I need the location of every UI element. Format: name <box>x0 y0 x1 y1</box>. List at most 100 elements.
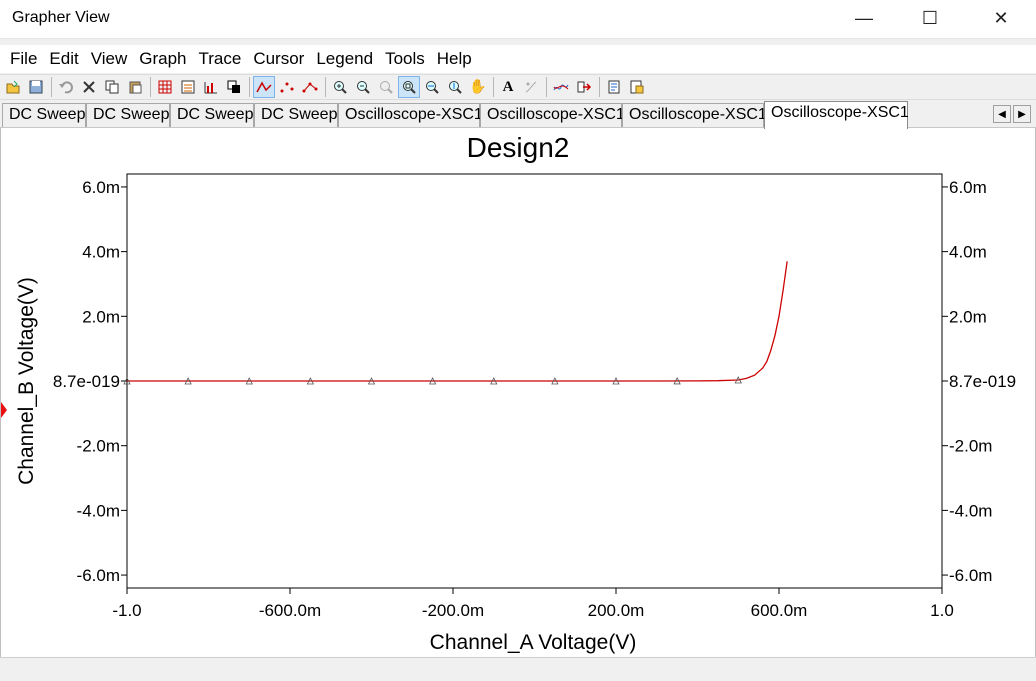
y-tick-label-left: 4.0m <box>82 243 120 262</box>
legend-icon <box>181 80 195 94</box>
tab-dc-sweep-3[interactable]: DC Sweep <box>170 103 254 127</box>
grid-button[interactable] <box>154 76 176 98</box>
pan-hand-icon: ✋ <box>469 79 487 95</box>
status-bar <box>0 657 1036 681</box>
toolbar-separator <box>51 77 52 97</box>
series-marker <box>673 377 681 385</box>
title-bar: Grapher View — ☐ ✕ <box>0 0 1036 39</box>
bar-chart-button[interactable] <box>200 76 222 98</box>
pan-hand-button[interactable]: ✋ <box>467 76 489 98</box>
y-tick-label-left: 8.7e-019 <box>53 372 120 391</box>
x-tick-label: -200.0m <box>422 601 484 620</box>
toolbar: ✋ A <box>0 74 1036 100</box>
export-data-button[interactable] <box>626 76 648 98</box>
trace-points-button[interactable] <box>276 76 298 98</box>
series-line[interactable] <box>127 261 788 382</box>
trace-line-points-button[interactable] <box>299 76 321 98</box>
zoom-in-icon <box>334 81 347 94</box>
tab-oscilloscope-xsc1-5[interactable]: Oscilloscope-XSC1 <box>338 103 483 127</box>
print-preview-button[interactable] <box>603 76 625 98</box>
window-title: Grapher View <box>12 9 110 26</box>
open-icon <box>6 80 20 94</box>
annotation-disabled-button[interactable] <box>520 76 542 98</box>
x-tick-label: 600.0m <box>751 601 808 620</box>
trace-line-button[interactable] <box>253 76 275 98</box>
close-button[interactable]: ✕ <box>993 7 1009 28</box>
text-button[interactable]: A <box>497 76 519 98</box>
menu-view[interactable]: View <box>90 49 128 68</box>
zoom-y-button[interactable] <box>444 76 466 98</box>
x-tick-label: -600.0m <box>259 601 321 620</box>
y-tick-label-left: -2.0m <box>77 437 120 456</box>
menu-edit[interactable]: Edit <box>49 49 79 68</box>
series-marker <box>612 377 620 385</box>
series-marker <box>428 377 437 385</box>
y-tick-label-left: 6.0m <box>82 178 120 197</box>
graph-panel: Design2 6.0m 6.0m 4.0m 4.0m 2.0m 2.0m 8.7e-019… <box>0 128 1036 657</box>
undo-button[interactable] <box>55 76 77 98</box>
zoom-x-icon <box>426 81 439 94</box>
y-tick-label-right: 8.7e-019 <box>949 372 1016 391</box>
print-preview-icon <box>608 80 620 94</box>
menu-trace[interactable]: Trace <box>198 49 242 68</box>
zoom-in-button[interactable] <box>329 76 351 98</box>
menu-graph[interactable]: Graph <box>139 49 187 68</box>
trace-points-icon <box>280 82 294 93</box>
tab-strip: ◀ ▶ DC Sweep DC Sweep DC Sweep DC Sweep Osci… <box>0 101 1036 129</box>
tab-scroll-left-button[interactable]: ◀ <box>993 105 1011 123</box>
paste-button[interactable] <box>124 76 146 98</box>
zoom-disabled-icon <box>380 81 393 94</box>
tab-scroll-right-button[interactable]: ▶ <box>1013 105 1031 123</box>
maximize-button[interactable]: ☐ <box>921 7 939 28</box>
tab-dc-sweep-4[interactable]: DC Sweep <box>254 103 338 127</box>
y-tick-label-right: 4.0m <box>949 243 987 262</box>
zoom-out-button[interactable] <box>352 76 374 98</box>
zoom-x-button[interactable] <box>421 76 443 98</box>
chart[interactable]: Design2 6.0m 6.0m 4.0m 4.0m 2.0m 2.0m 8.7e-019… <box>1 128 1035 657</box>
zoom-disabled-button[interactable] <box>375 76 397 98</box>
delete-button[interactable] <box>78 76 100 98</box>
tab-dc-sweep-1[interactable]: DC Sweep <box>2 103 86 127</box>
trace-line-points-icon <box>302 82 318 93</box>
open-button[interactable] <box>2 76 24 98</box>
y-tick-label-left: -6.0m <box>77 566 120 585</box>
menu-cursor[interactable]: Cursor <box>253 49 305 68</box>
tab-oscilloscope-xsc1-7[interactable]: Oscilloscope-XSC1 <box>622 103 767 127</box>
export-button[interactable] <box>573 76 595 98</box>
x-axis-label: Channel_A Voltage(V) <box>430 631 637 654</box>
series-marker <box>245 377 253 385</box>
tab-oscilloscope-xsc1-6[interactable]: Oscilloscope-XSC1 <box>480 103 625 127</box>
tab-dc-sweep-2[interactable]: DC Sweep <box>86 103 170 127</box>
y-tick-label-left: -4.0m <box>77 501 120 520</box>
delete-icon <box>83 81 95 93</box>
y-tick-label-left: 2.0m <box>82 307 120 326</box>
save-button[interactable] <box>25 76 47 98</box>
toolbar-separator <box>493 77 494 97</box>
minimize-button[interactable]: — <box>855 7 873 28</box>
toolbar-separator <box>325 77 326 97</box>
menu-legend[interactable]: Legend <box>316 49 374 68</box>
series-marker <box>490 377 498 385</box>
export-data-icon <box>630 80 644 94</box>
series-marker <box>734 376 742 384</box>
y-axis-label: Channel_B Voltage(V) <box>15 277 38 485</box>
menu-help[interactable]: Help <box>436 49 472 68</box>
y-tick-label-right: -4.0m <box>949 501 992 520</box>
cursor-button[interactable] <box>550 76 572 98</box>
x-tick-label: 1.0 <box>930 601 954 620</box>
overlay-button[interactable] <box>223 76 245 98</box>
menu-tools[interactable]: Tools <box>385 49 425 68</box>
copy-button[interactable] <box>101 76 123 98</box>
tab-oscilloscope-xsc1-8[interactable]: Oscilloscope-XSC1 <box>764 101 909 129</box>
cursor-marker-icon[interactable] <box>1 402 7 418</box>
zoom-full-button[interactable] <box>398 76 420 98</box>
zoom-y-icon <box>449 81 462 94</box>
series-marker <box>551 377 559 385</box>
x-tick-label: -1.0 <box>112 601 141 620</box>
bar-chart-icon <box>204 82 217 94</box>
toolbar-separator <box>599 77 600 97</box>
copy-icon <box>105 80 119 94</box>
menu-file[interactable]: File <box>10 49 38 68</box>
zoom-out-icon <box>357 81 370 94</box>
legend-button[interactable] <box>177 76 199 98</box>
